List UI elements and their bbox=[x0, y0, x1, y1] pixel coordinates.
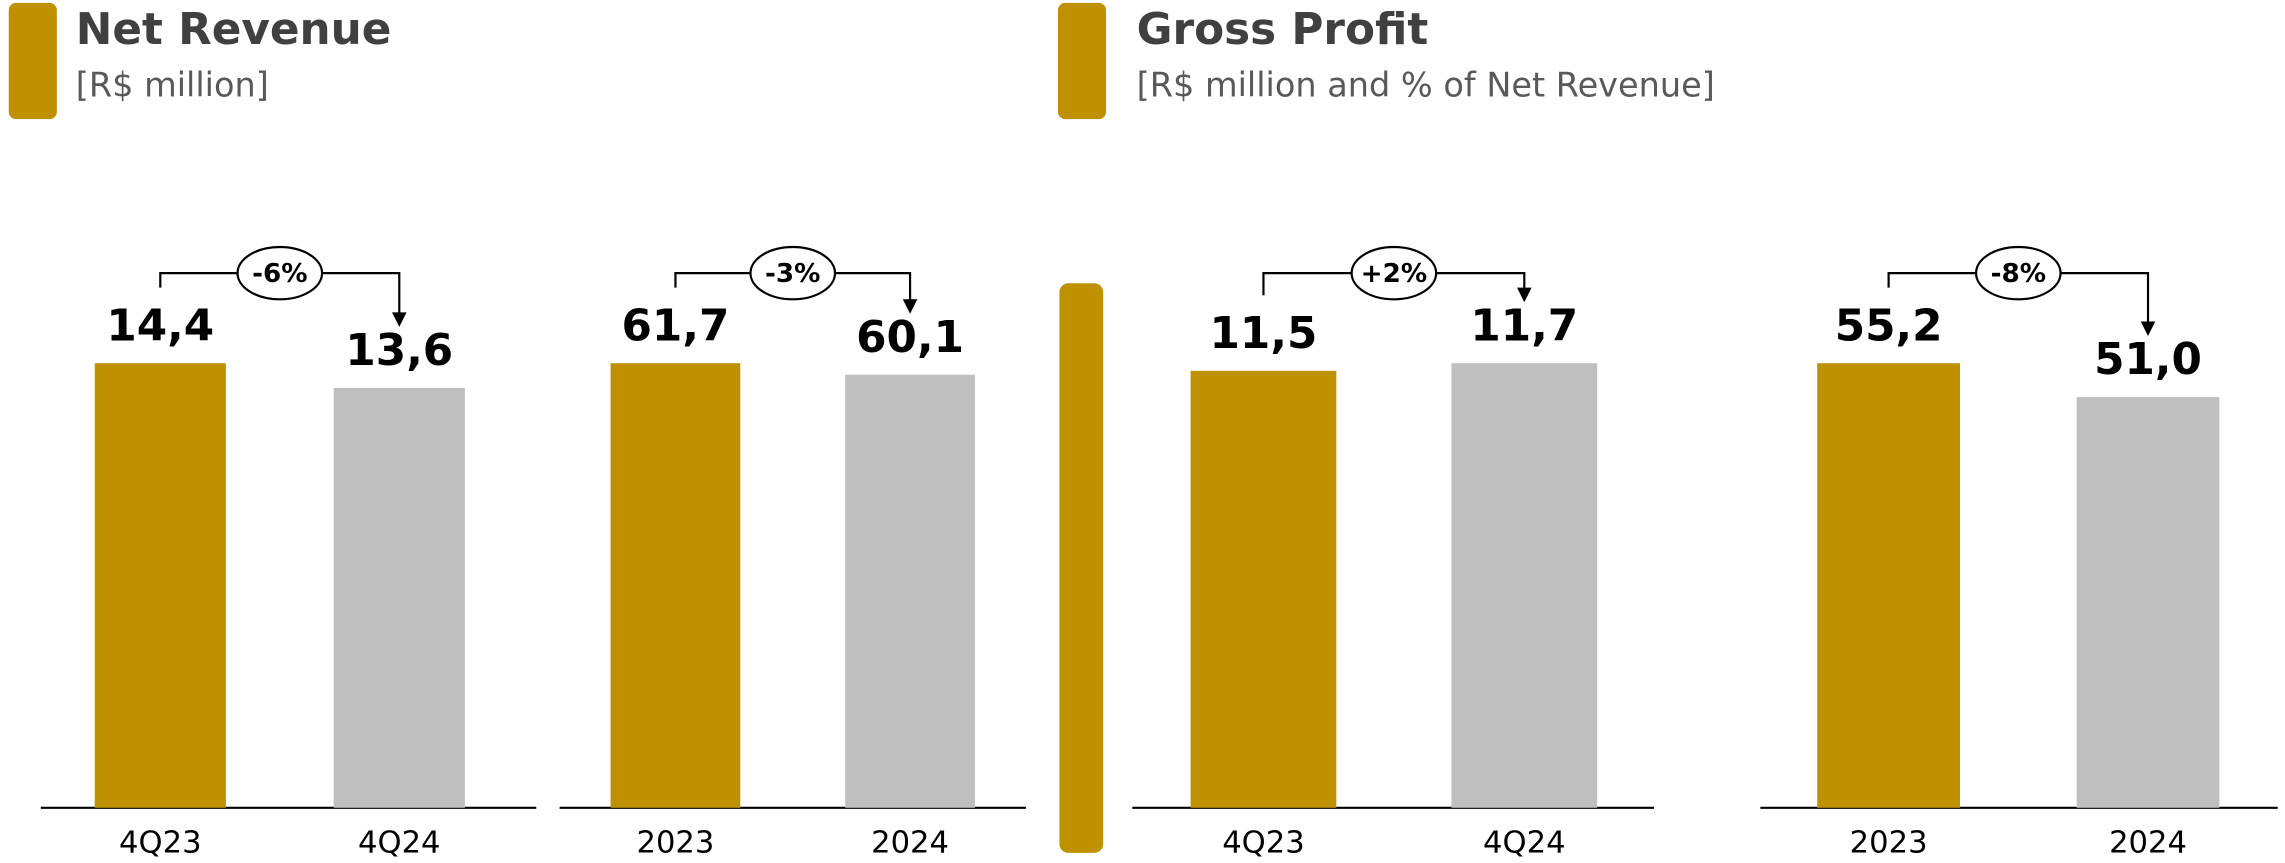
x-tick-label: 4Q23 bbox=[119, 826, 201, 861]
value-label: 11,7 bbox=[1470, 300, 1578, 351]
change-bubble bbox=[1350, 245, 1438, 301]
arrow-head bbox=[902, 299, 918, 314]
x-tick-label: 4Q24 bbox=[358, 826, 440, 861]
change-bubble bbox=[1974, 245, 2062, 301]
x-tick-label: 2024 bbox=[871, 826, 949, 861]
change-label: -8% bbox=[1991, 259, 2046, 289]
header-marker bbox=[1057, 2, 1107, 120]
value-label: 11,5 bbox=[1210, 308, 1318, 359]
x-tick-label: 4Q23 bbox=[1222, 826, 1304, 861]
x-tick-label: 2024 bbox=[2109, 826, 2187, 861]
change-bubble bbox=[749, 245, 837, 301]
bar bbox=[1817, 363, 1961, 808]
bar bbox=[94, 363, 226, 808]
change-label: +2% bbox=[1361, 259, 1428, 289]
change-bubble bbox=[236, 245, 324, 301]
change-label: -3% bbox=[765, 259, 820, 289]
header-subtitle: [R$ million] bbox=[76, 66, 269, 105]
change-label: -6% bbox=[252, 259, 307, 289]
bar bbox=[1451, 363, 1598, 808]
bar bbox=[845, 374, 975, 808]
value-label: 13,6 bbox=[345, 325, 453, 376]
value-label: 51,0 bbox=[2094, 334, 2202, 385]
x-tick-label: 4Q24 bbox=[1483, 826, 1565, 861]
x-tick-label: 2023 bbox=[637, 826, 715, 861]
arrow-head bbox=[2140, 321, 2156, 337]
arrow-head bbox=[1517, 287, 1532, 303]
value-label: 55,2 bbox=[1835, 300, 1943, 351]
value-label: 61,7 bbox=[622, 300, 730, 351]
bar bbox=[333, 387, 465, 808]
header-title: Net Revenue bbox=[76, 4, 392, 55]
value-label: 60,1 bbox=[856, 312, 964, 363]
value-label: 14,4 bbox=[106, 300, 214, 351]
header-title: Gross Profit bbox=[1137, 4, 1429, 55]
separator bbox=[1059, 283, 1104, 853]
x-tick-label: 2023 bbox=[1850, 826, 1928, 861]
arrow-head bbox=[392, 312, 407, 327]
bar bbox=[610, 363, 741, 808]
bar bbox=[1190, 370, 1337, 808]
header-subtitle: [R$ million and % of Net Revenue] bbox=[1137, 66, 1715, 105]
header-marker bbox=[8, 2, 57, 120]
bar bbox=[2076, 397, 2220, 808]
